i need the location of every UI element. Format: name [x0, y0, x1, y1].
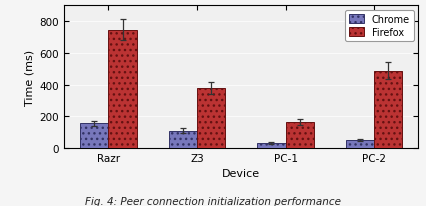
Bar	[196, 89, 225, 148]
Bar	[168, 131, 196, 148]
Bar	[108, 31, 136, 148]
Y-axis label: Time (ms): Time (ms)	[24, 49, 34, 105]
Legend: Chrome, Firefox: Chrome, Firefox	[345, 11, 413, 42]
Bar	[256, 143, 285, 148]
Text: Fig. 4: Peer connection initialization performance: Fig. 4: Peer connection initialization p…	[85, 196, 341, 206]
Bar	[80, 124, 108, 148]
Bar	[285, 123, 313, 148]
Bar	[373, 71, 401, 148]
Bar	[345, 140, 373, 148]
X-axis label: Device: Device	[222, 169, 260, 179]
